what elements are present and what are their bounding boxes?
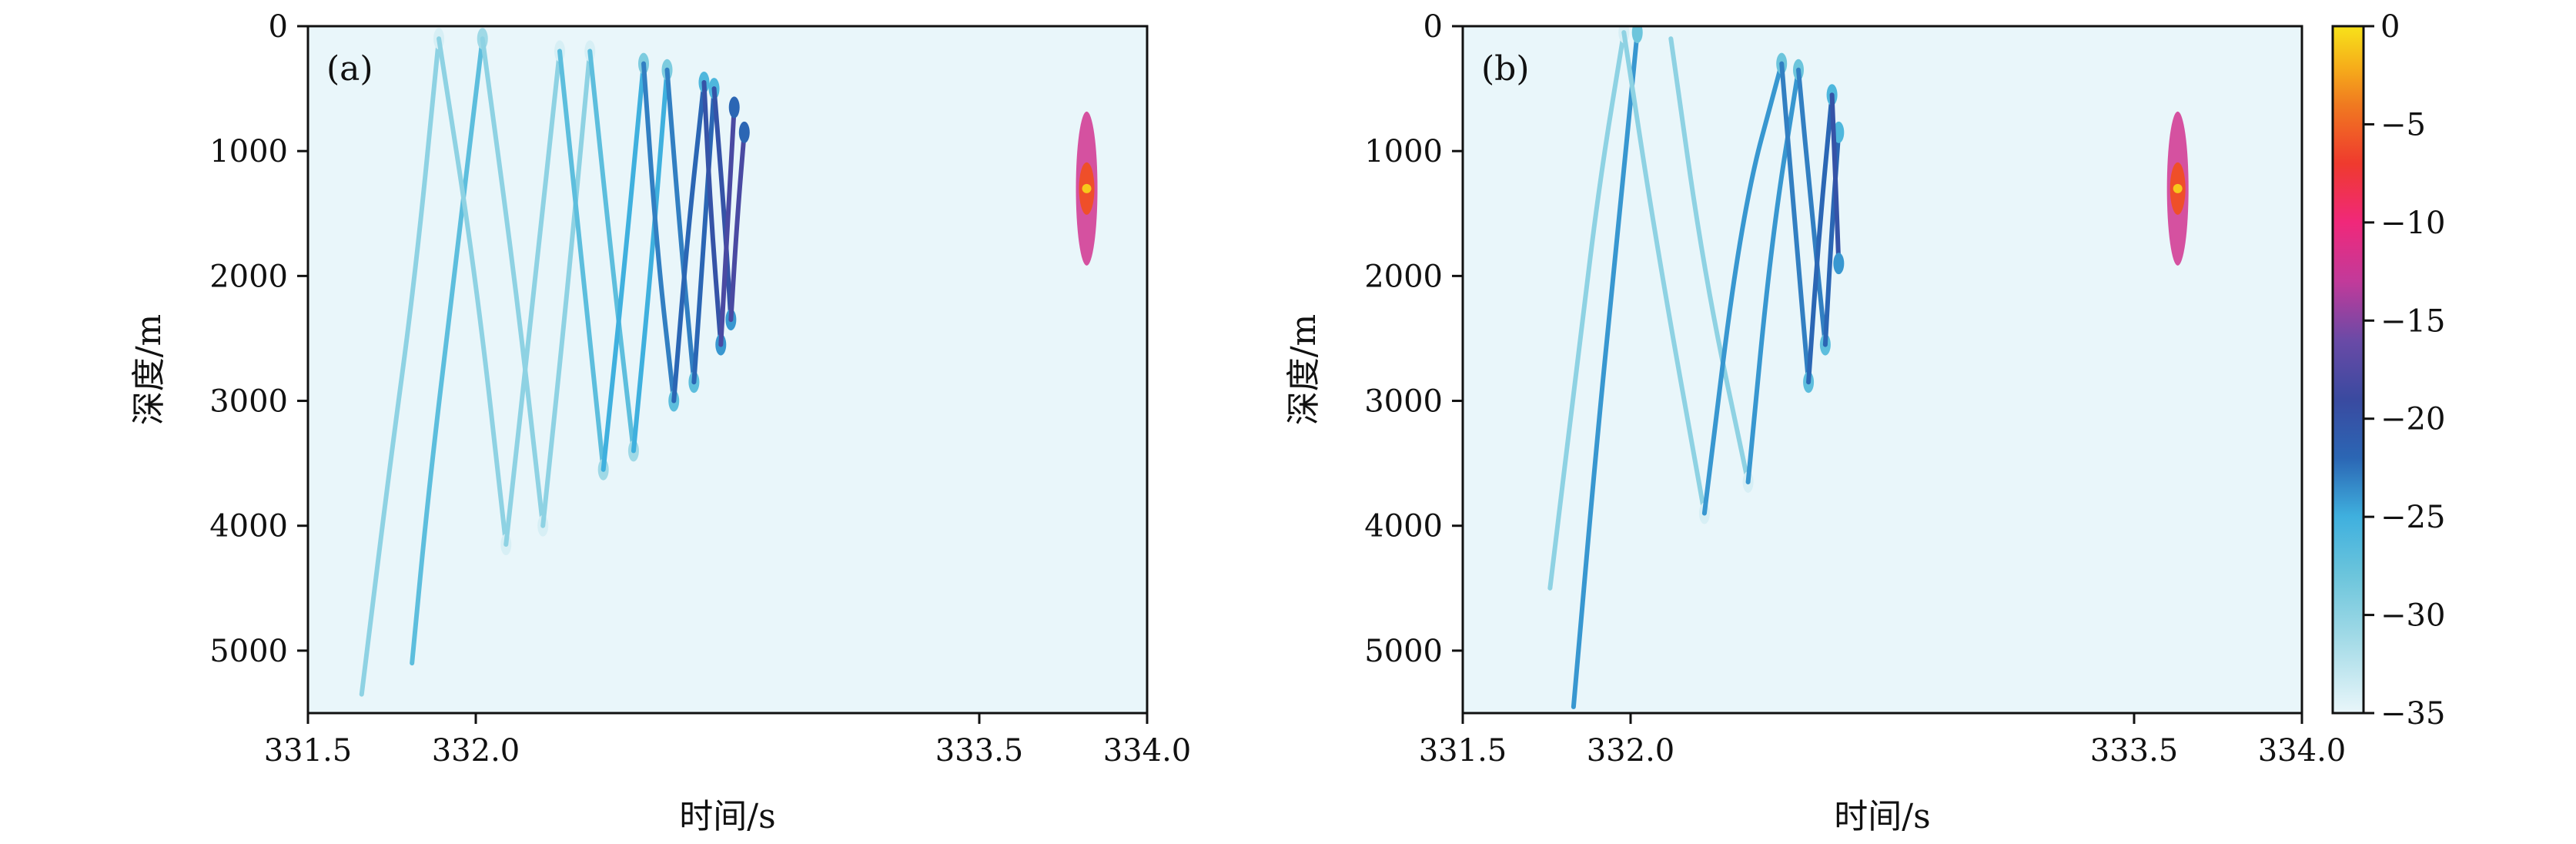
arrival-turning-point [738, 121, 750, 143]
arrival-track-surface-bounce [503, 49, 562, 548]
arrival-track-surface-bounce-2 [1745, 67, 1801, 484]
arrival-track-direct-up [1547, 30, 1627, 591]
arrival-turning-point [1631, 26, 1643, 44]
y-tick-label: 3000 [1364, 384, 1443, 420]
arrival-track-direct-up [359, 36, 442, 697]
xticks-a: 331.5 332.0 333.5 334.0 [264, 713, 1192, 769]
y-tick-label: 4000 [1364, 509, 1443, 544]
colorbar-tick-label: −10 [2380, 206, 2445, 241]
arrival-turning-point [728, 96, 740, 119]
y-tick-label: 5000 [1364, 634, 1443, 669]
arrival-track-direct-up-2 [1571, 30, 1640, 709]
colorbar-tick-label: −25 [2380, 500, 2445, 535]
y-tick-label: 0 [1423, 9, 1443, 45]
x-tick-label: 332.0 [432, 733, 520, 769]
colorbar-tick-label: −35 [2380, 696, 2445, 732]
x-tick-label: 334.0 [2258, 733, 2347, 769]
y-tick-label: 2000 [209, 259, 288, 294]
arrival-track-path-7 [557, 49, 606, 472]
xlabel-a: 时间/s [679, 797, 775, 836]
y-tick-label: 3000 [209, 384, 288, 420]
arrival-turning-point [1833, 253, 1845, 275]
colorbar-frame [2331, 25, 2365, 715]
y-tick-label: 5000 [209, 634, 288, 669]
yticks-a: 0 1000 2000 3000 4000 5000 [209, 9, 308, 669]
panel-label-b: (b) [1481, 49, 1530, 89]
arrival-track-path-12 [664, 67, 697, 385]
arrival-track-path-7 [1779, 61, 1812, 385]
arrival-track-path-11 [641, 61, 677, 404]
x-tick-label: 331.5 [1419, 733, 1507, 769]
y-tick-label: 2000 [1364, 259, 1443, 294]
arrival-track-bottom-bounce [1621, 30, 1707, 516]
x-tick-label: 331.5 [264, 733, 353, 769]
arrival-track-path-10 [631, 67, 670, 454]
xticks-b: 331.5 332.0 333.5 334.0 [1419, 713, 2347, 769]
ylabel-a: 深度/m [129, 314, 169, 426]
arrival-track-path-13 [671, 79, 707, 404]
xlabel-b: 时间/s [1834, 797, 1930, 836]
arrival-track-surface-bounce [1701, 61, 1785, 516]
source-core [2173, 183, 2183, 193]
panel-a: 331.5 332.0 333.5 334.0 0 1000 2000 3000 4000 50… [129, 9, 1191, 836]
arrival-track-path-8 [587, 49, 636, 454]
axes-frame-b [1461, 25, 2303, 715]
colorbar-tick-label: −15 [2380, 303, 2445, 339]
x-tick-label: 332.0 [1587, 733, 1675, 769]
colorbar-gradient [2333, 26, 2364, 713]
panel-label-a: (a) [326, 49, 373, 89]
arrival-track-path-9 [601, 61, 646, 472]
colorbar-ticks: 0 −5 −10 −15 −20 −25 −30 −35 [2364, 9, 2445, 732]
y-tick-label: 1000 [209, 134, 288, 169]
colorbar-tick-label: −30 [2380, 598, 2445, 634]
tracks-b [1547, 26, 2189, 709]
colorbar-tick-label: −5 [2380, 107, 2426, 142]
arrival-track-direct-up-2 [410, 36, 485, 666]
arrival-track-path-15 [701, 79, 724, 347]
x-tick-label: 334.0 [1103, 733, 1192, 769]
ylabel-b: 深度/m [1284, 314, 1323, 426]
plot-area-a [308, 26, 1147, 713]
x-tick-label: 333.5 [2090, 733, 2179, 769]
yticks-b: 0 1000 2000 3000 4000 5000 [1364, 9, 1463, 669]
y-tick-label: 1000 [1364, 134, 1443, 169]
arrival-track-path-17 [718, 105, 737, 347]
source-core [1082, 183, 1092, 193]
panel-b: 331.5 332.0 333.5 334.0 0 1000 2000 3000 4000 50… [1284, 9, 2346, 836]
colorbar-tick-label: 0 [2380, 9, 2400, 45]
y-tick-label: 4000 [209, 509, 288, 544]
arrival-track-path-11 [1829, 92, 1842, 266]
arrival-track-path-9 [1806, 92, 1835, 385]
x-tick-label: 333.5 [935, 733, 1024, 769]
arrival-track-bottom-bounce [437, 36, 509, 548]
tracks-a [359, 28, 1098, 697]
axes-frame-a [306, 25, 1149, 715]
colorbar-tick-label: −20 [2380, 402, 2445, 437]
arrival-track-path-18 [728, 129, 747, 323]
colorbar: 0 −5 −10 −15 −20 −25 −30 −35 [2331, 9, 2445, 732]
y-tick-label: 0 [269, 9, 288, 45]
arrival-track-bottom-bounce-2 [480, 36, 546, 528]
